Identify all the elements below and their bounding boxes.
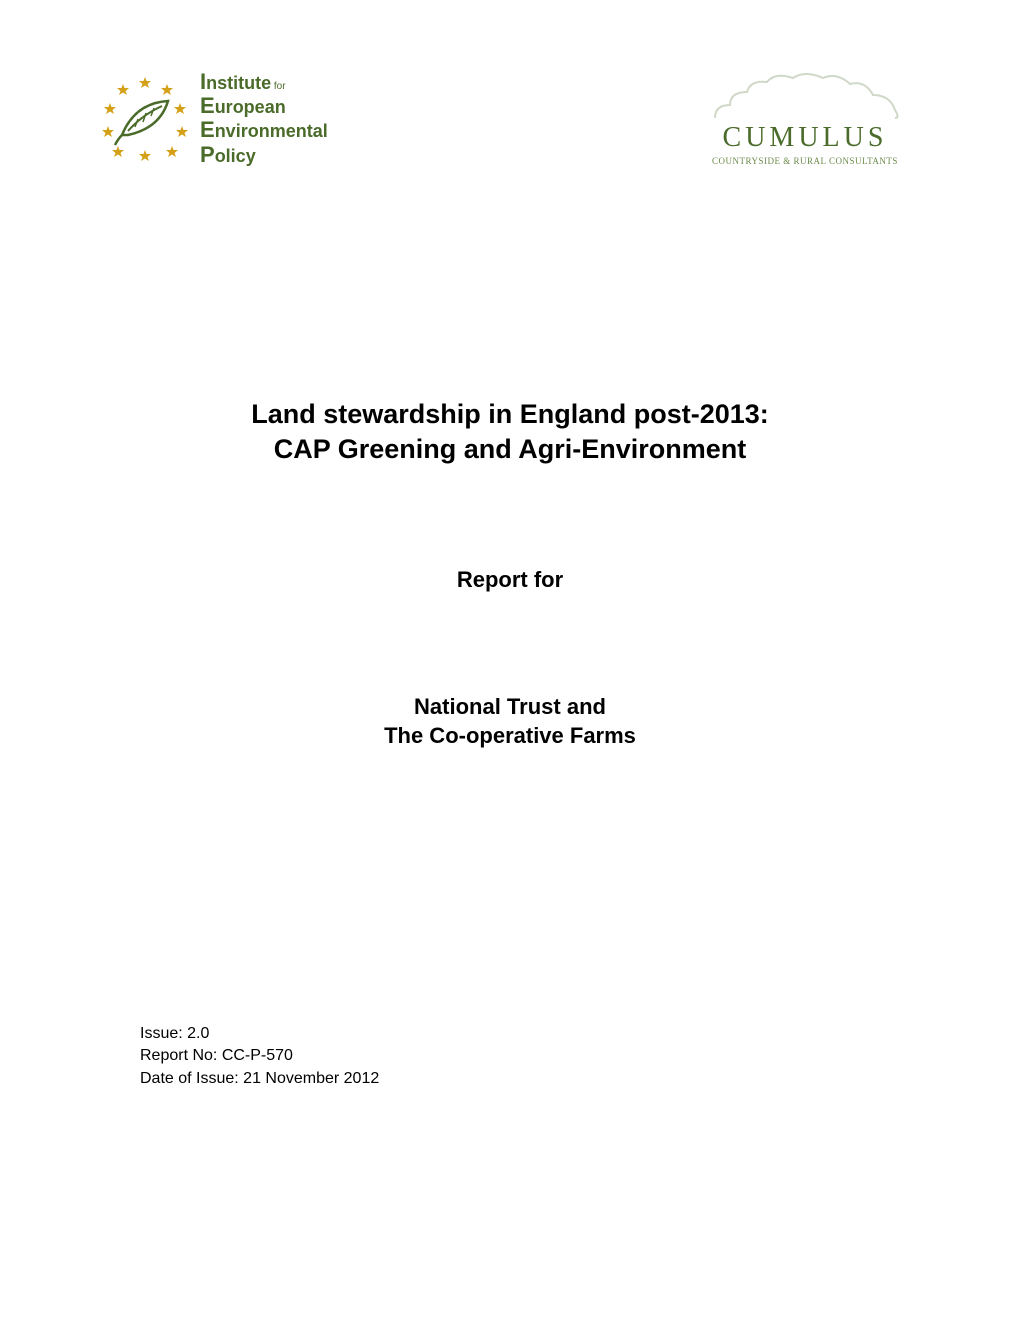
ieep-line-1: Institute for: [200, 70, 328, 94]
meta-block: Issue: 2.0 Report No: CC-P-570 Date of I…: [140, 1023, 379, 1090]
meta-date: Date of Issue: 21 November 2012: [140, 1068, 379, 1090]
report-for-label: Report for: [100, 567, 920, 593]
client-block: National Trust and The Co-operative Farm…: [100, 693, 920, 750]
cloud-icon: [705, 70, 905, 120]
cumulus-logo: CUMULUS COUNTRYSIDE & RURAL CONSULTANTS: [690, 70, 920, 166]
ieep-text-block: Institute for European Environmental Pol…: [200, 70, 328, 167]
main-title-line-1: Land stewardship in England post-2013:: [100, 397, 920, 432]
cumulus-tagline: COUNTRYSIDE & RURAL CONSULTANTS: [712, 156, 898, 166]
ieep-emblem-icon: [100, 73, 190, 163]
ieep-line-4: Policy: [200, 143, 328, 167]
cumulus-name: CUMULUS: [723, 122, 888, 154]
ieep-line-2: European: [200, 94, 328, 118]
header-logos-row: Institute for European Environmental Pol…: [100, 70, 920, 167]
ieep-line-3: Environmental: [200, 118, 328, 142]
meta-issue: Issue: 2.0: [140, 1023, 379, 1045]
client-line-2: The Co-operative Farms: [100, 722, 920, 751]
ieep-logo: Institute for European Environmental Pol…: [100, 70, 328, 167]
meta-report-no: Report No: CC-P-570: [140, 1045, 379, 1067]
main-title-line-2: CAP Greening and Agri-Environment: [100, 432, 920, 467]
document-page: Institute for European Environmental Pol…: [0, 0, 1020, 1320]
title-block: Land stewardship in England post-2013: C…: [100, 397, 920, 467]
client-line-1: National Trust and: [100, 693, 920, 722]
